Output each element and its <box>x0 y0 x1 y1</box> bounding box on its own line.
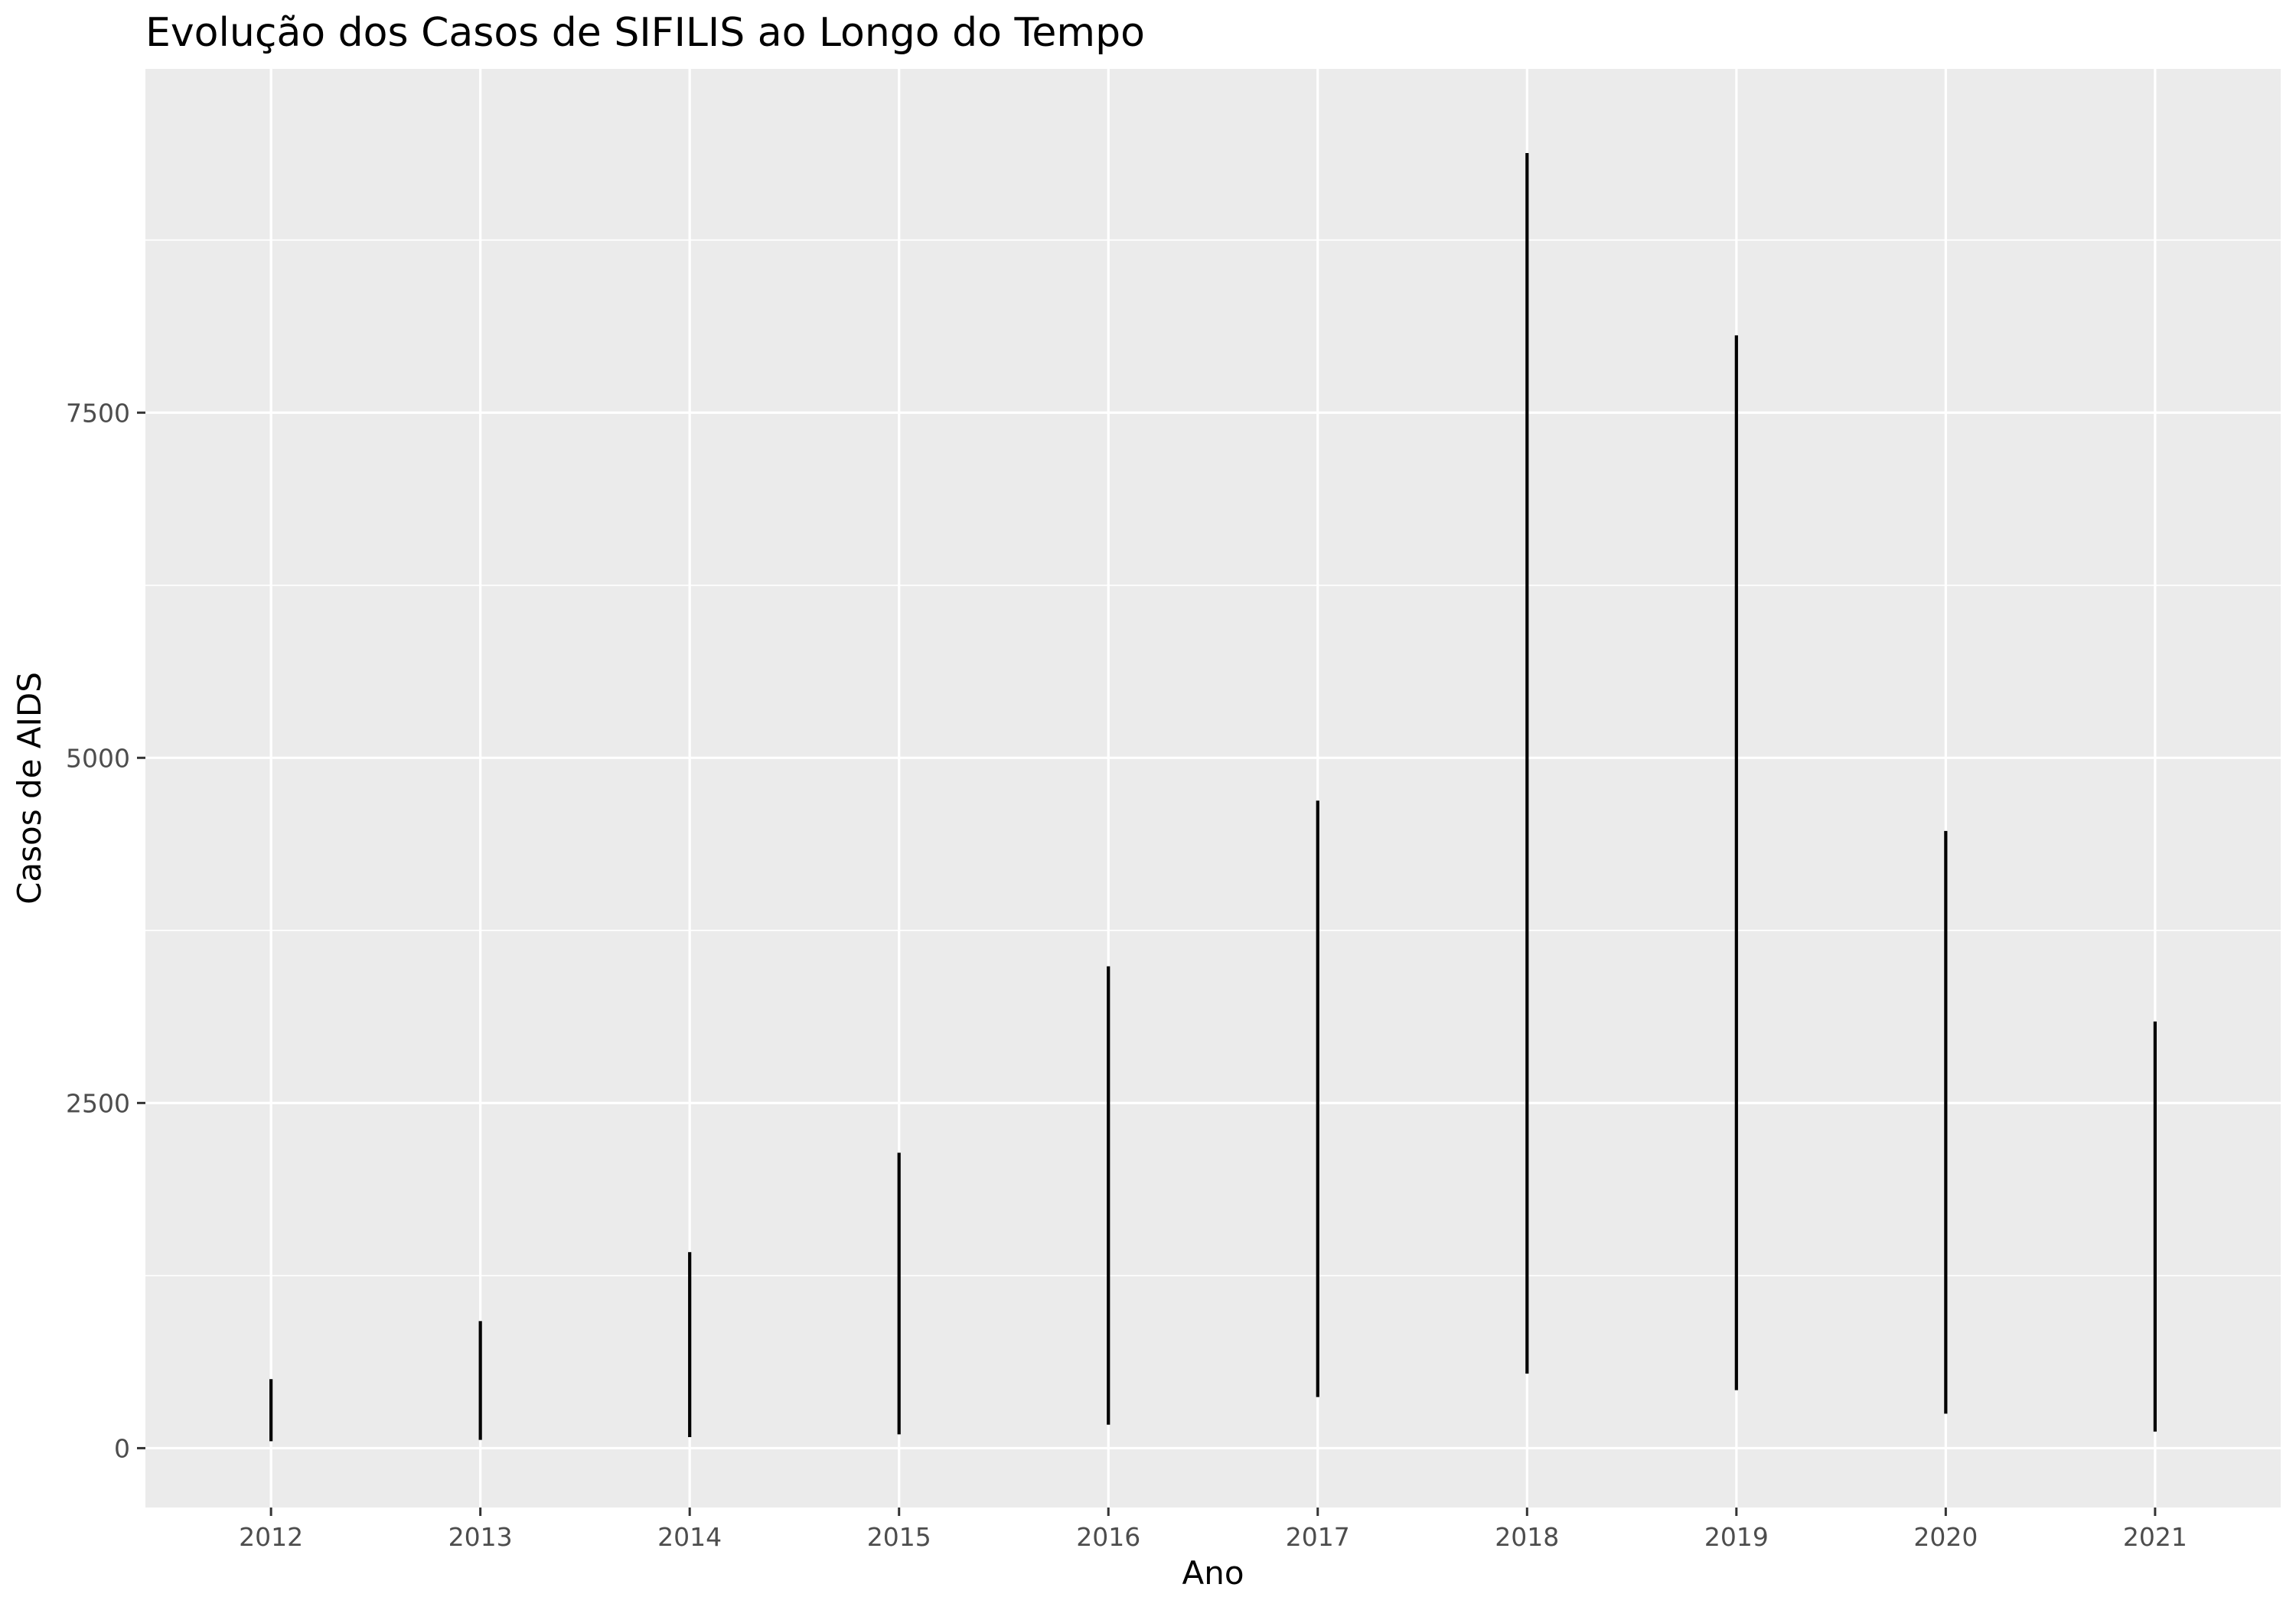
chart-title: Evolução dos Casos de SIFILIS ao Longo d… <box>145 10 1145 56</box>
x-tick-label: 2013 <box>448 1522 513 1552</box>
x-axis: 2012 2013 2014 2015 2016 2017 2018 2019 2020 2021 <box>239 1508 2187 1552</box>
x-tick-label: 2015 <box>867 1522 931 1552</box>
x-tick-label: 2017 <box>1286 1522 1350 1552</box>
x-tick-label: 2019 <box>1704 1522 1769 1552</box>
x-tick-label: 2021 <box>2123 1522 2187 1552</box>
x-tick-label: 2016 <box>1076 1522 1140 1552</box>
minor-gridlines <box>145 239 2281 1276</box>
y-tick-label: 5000 <box>66 743 130 773</box>
y-axis-title: Casos de AIDS <box>11 672 48 905</box>
x-tick-label: 2012 <box>239 1522 303 1552</box>
y-tick-label: 0 <box>114 1433 130 1463</box>
x-tick-label: 2018 <box>1495 1522 1559 1552</box>
plot-panel <box>145 69 2281 1508</box>
x-axis-title: Ano <box>1182 1554 1244 1592</box>
y-axis: 0 2500 5000 7500 <box>66 398 145 1463</box>
x-tick-label: 2020 <box>1913 1522 1978 1552</box>
data-series <box>269 153 2157 1442</box>
x-tick-label: 2014 <box>657 1522 722 1552</box>
y-tick-label: 7500 <box>66 398 130 428</box>
y-tick-label: 2500 <box>66 1088 130 1118</box>
